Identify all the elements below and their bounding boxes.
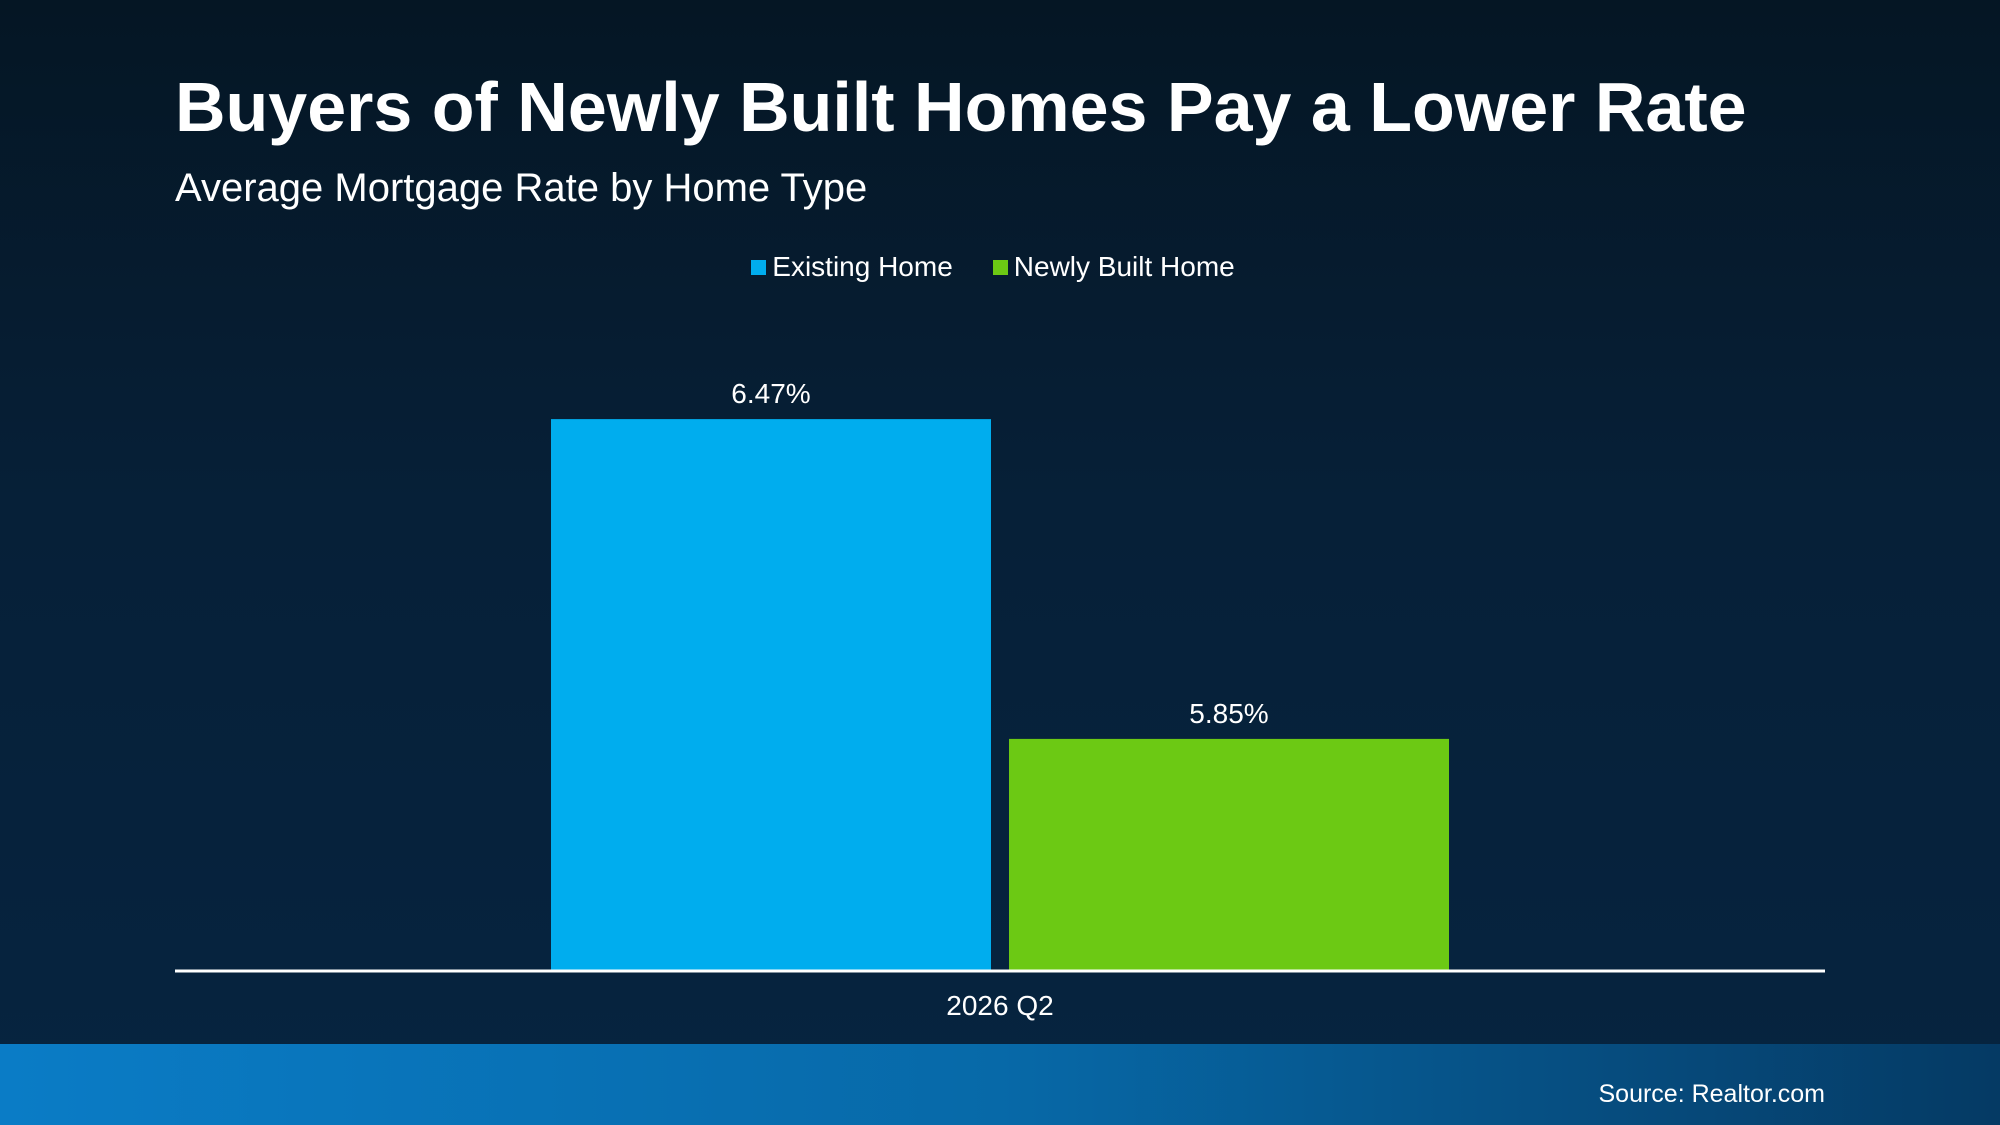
legend-item-newly-built-home: Newly Built Home (992, 251, 1235, 282)
chart-title: Buyers of Newly Built Homes Pay a Lower … (175, 68, 1747, 146)
footer-bar: Source: Realtor.com (0, 1044, 2000, 1125)
legend-label-newly-built-home: Newly Built Home (1013, 251, 1235, 282)
source-credit: Source: Realtor.com (1598, 1080, 1826, 1108)
legend-item-existing-home: Existing Home (751, 253, 953, 281)
bar-newly-built-home (1009, 738, 1449, 971)
bar-group: 6.47% 5.85% (551, 378, 1449, 972)
bar-existing-home (551, 419, 991, 972)
x-tick-label: 2026 Q2 (946, 990, 1053, 1021)
legend-swatch-newly-built-home (992, 259, 1008, 275)
chart-subtitle: Average Mortgage Rate by Home Type (175, 166, 868, 210)
data-label-newly-built-home: 5.85% (1189, 698, 1268, 729)
bar-chart: 6.47% 5.85% 2026 Q2 (551, 378, 1449, 1021)
legend-swatch-existing-home (751, 259, 767, 275)
legend-label-existing-home: Existing Home (772, 251, 953, 282)
data-label-existing-home: 6.47% (731, 378, 810, 409)
chart-legend: Existing Home Newly Built Home (0, 253, 1993, 281)
